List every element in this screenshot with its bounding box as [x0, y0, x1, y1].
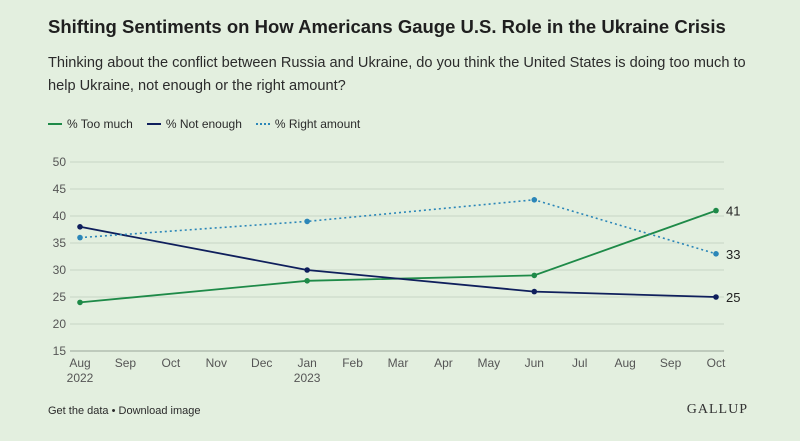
data-point: [304, 267, 310, 273]
gallup-logo: GALLUP: [686, 402, 748, 417]
data-point: [77, 224, 83, 230]
data-point: [713, 207, 719, 214]
y-tick-label: 20: [53, 317, 67, 331]
legend-item-too-much: % Too much: [48, 117, 133, 131]
y-tick-label: 50: [53, 155, 67, 169]
legend-swatch-right-amount: [255, 123, 270, 125]
x-tick-label: Jun: [525, 356, 544, 370]
x-tick-label: Oct: [707, 356, 726, 370]
x-tick-label: Feb: [342, 356, 363, 370]
download-image-link[interactable]: Download image: [118, 405, 201, 417]
data-point: [77, 299, 83, 306]
x-tick-label: Oct: [162, 356, 181, 370]
chart-subtitle: Thinking about the conflict between Russ…: [48, 55, 746, 94]
y-tick-label: 40: [53, 209, 67, 223]
series-line: [79, 209, 717, 304]
x-tick-label: Jan: [297, 356, 316, 370]
footer-links: Get the data • Download image: [48, 405, 200, 417]
series-end-label: 33: [726, 247, 740, 262]
x-tick-label: Sep: [115, 356, 137, 370]
y-tick-label: 25: [53, 290, 67, 304]
legend-item-right-amount: % Right amount: [255, 117, 361, 131]
x-tick-year-label: 2022: [67, 371, 94, 385]
data-point: [531, 272, 538, 279]
chart-title: Shifting Sentiments on How Americans Gau…: [48, 16, 726, 37]
chart-legend: % Too much % Not enough % Right amount: [48, 117, 360, 131]
x-tick-label: Aug: [69, 356, 90, 370]
footer-separator: •: [111, 405, 116, 417]
series-end-label: 41: [726, 204, 740, 219]
y-tick-label: 30: [53, 263, 67, 277]
series-line: [79, 225, 717, 298]
data-point: [304, 218, 310, 225]
legend-item-not-enough: % Not enough: [146, 117, 242, 131]
x-tick-label: Apr: [434, 356, 453, 370]
x-tick-label: May: [478, 356, 501, 370]
legend-label-not-enough: % Not enough: [165, 117, 242, 131]
x-tick-year-label: 2023: [294, 371, 321, 385]
x-tick-label: Aug: [614, 356, 635, 370]
x-tick-label: Sep: [660, 356, 682, 370]
x-tick-label: Jul: [572, 356, 587, 370]
legend-swatch-too-much: [48, 123, 62, 125]
x-tick-label: Nov: [206, 356, 227, 370]
legend-label-right-amount: % Right amount: [274, 117, 361, 131]
y-tick-label: 15: [53, 344, 67, 358]
data-point: [304, 278, 310, 284]
data-point: [77, 234, 83, 241]
data-point: [713, 294, 719, 300]
get-data-link[interactable]: Get the data: [48, 405, 109, 417]
data-point: [531, 288, 538, 295]
legend-label-too-much: % Too much: [67, 117, 133, 131]
series-end-label: 25: [726, 290, 740, 305]
data-point: [531, 197, 538, 203]
y-tick-label: 35: [53, 236, 67, 250]
series-line: [79, 198, 717, 255]
y-tick-label: 45: [53, 182, 67, 196]
x-tick-label: Mar: [388, 356, 409, 370]
legend-swatch-not-enough: [146, 123, 161, 125]
x-tick-label: Dec: [251, 356, 272, 370]
data-point: [713, 251, 719, 257]
